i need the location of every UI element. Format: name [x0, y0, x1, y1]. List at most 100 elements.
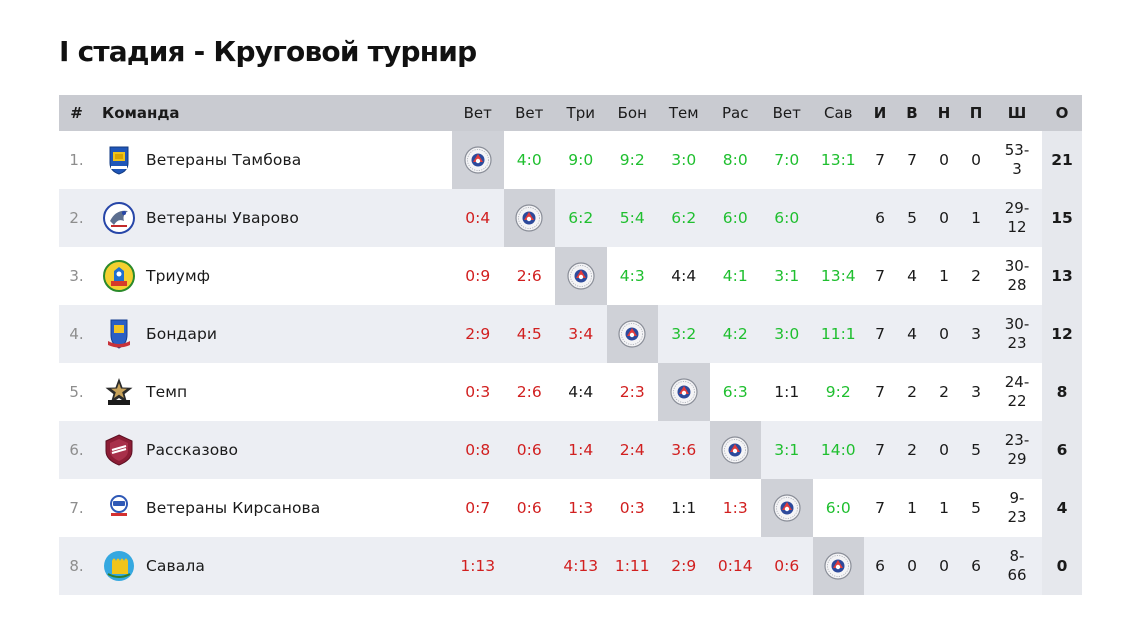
header-opponent[interactable]: Бон — [617, 104, 647, 122]
header-points: О — [1055, 104, 1069, 122]
match-result[interactable]: 2:6 — [516, 383, 542, 401]
team-link[interactable]: Триумф — [102, 259, 452, 293]
table-row: 5. Темп 0:3 2:6 4:4 2:3 6:3 1:1 9:2 7 2 2 3 24- 22 8 — [59, 363, 1082, 421]
match-result[interactable]: 0:3 — [619, 499, 645, 517]
team-cell[interactable]: Ветераны Уварово — [94, 189, 452, 247]
team-link[interactable]: Ветераны Уварово — [102, 201, 452, 235]
match-result[interactable]: 3:4 — [568, 325, 594, 343]
match-result[interactable]: 0:4 — [465, 209, 491, 227]
goals-cell: 30- 23 — [992, 305, 1042, 363]
match-result[interactable]: 0:6 — [516, 441, 542, 459]
header-opponent[interactable]: Вет — [463, 104, 492, 122]
match-result[interactable]: 1:3 — [722, 499, 748, 517]
match-result[interactable] — [813, 189, 865, 247]
team-link[interactable]: Ветераны Тамбова — [102, 143, 452, 177]
match-result[interactable]: 1:4 — [568, 441, 594, 459]
match-result[interactable]: 0:6 — [774, 557, 800, 575]
match-result[interactable]: 0:7 — [465, 499, 491, 517]
match-result[interactable]: 6:0 — [722, 209, 748, 227]
match-result[interactable]: 0:9 — [465, 267, 491, 285]
match-result[interactable]: 1:3 — [568, 499, 594, 517]
team-link[interactable]: Ветераны Кирсанова — [102, 491, 452, 525]
match-result[interactable]: 14:0 — [820, 441, 856, 459]
header-opponent[interactable]: Вет — [515, 104, 544, 122]
match-result[interactable]: 6:2 — [671, 209, 697, 227]
match-result[interactable]: 1:1 — [774, 383, 800, 401]
games-played: 6 — [875, 209, 885, 227]
header-opponent[interactable]: Вет — [772, 104, 801, 122]
match-result[interactable]: 1:13 — [460, 557, 496, 575]
team-name[interactable]: Савала — [146, 557, 205, 575]
header-opponent[interactable]: Сав — [823, 104, 853, 122]
match-result[interactable]: 3:1 — [774, 267, 800, 285]
match-result[interactable]: 4:13 — [563, 557, 599, 575]
team-cell[interactable]: Триумф — [94, 247, 452, 305]
match-result[interactable]: 1:11 — [614, 557, 650, 575]
match-result[interactable]: 2:4 — [619, 441, 645, 459]
match-result[interactable]: 0:14 — [717, 557, 753, 575]
team-name[interactable]: Темп — [146, 383, 188, 401]
match-result[interactable]: 6:0 — [825, 499, 851, 517]
header-opponent[interactable]: Тем — [668, 104, 699, 122]
team-link[interactable]: Бондари — [102, 317, 452, 351]
match-result[interactable]: 4:1 — [722, 267, 748, 285]
team-cell[interactable]: Рассказово — [94, 421, 452, 479]
match-result[interactable]: 11:1 — [820, 325, 856, 343]
match-result[interactable]: 9:0 — [568, 151, 594, 169]
match-result[interactable]: 13:4 — [820, 267, 856, 285]
match-result[interactable]: 4:4 — [671, 267, 697, 285]
match-result[interactable]: 6:3 — [722, 383, 748, 401]
match-result[interactable]: 3:0 — [774, 325, 800, 343]
match-result[interactable]: 4:2 — [722, 325, 748, 343]
match-result[interactable]: 0:6 — [516, 499, 542, 517]
self-match-cell — [658, 363, 710, 421]
match-result[interactable]: 9:2 — [619, 151, 645, 169]
match-result[interactable]: 3:6 — [671, 441, 697, 459]
team-name[interactable]: Бондари — [146, 325, 218, 343]
match-result[interactable]: 7:0 — [774, 151, 800, 169]
team-name[interactable]: Ветераны Кирсанова — [146, 499, 321, 517]
match-result[interactable]: 0:3 — [465, 383, 491, 401]
match-result[interactable] — [504, 537, 556, 595]
header-team[interactable]: Команда — [102, 104, 180, 122]
goals-for: 53- — [1004, 141, 1030, 159]
match-result[interactable]: 1:1 — [671, 499, 697, 517]
wins-count: 2 — [907, 441, 917, 459]
match-result[interactable]: 6:0 — [774, 209, 800, 227]
match-result[interactable]: 4:0 — [516, 151, 542, 169]
match-result[interactable]: 5:4 — [619, 209, 645, 227]
match-result[interactable]: 2:9 — [465, 325, 491, 343]
position-number: 5. — [69, 383, 84, 401]
team-link[interactable]: Савала — [102, 549, 452, 583]
team-cell[interactable]: Темп — [94, 363, 452, 421]
match-result[interactable]: 4:3 — [619, 267, 645, 285]
team-cell[interactable]: Ветераны Тамбова — [94, 131, 452, 189]
team-link[interactable]: Рассказово — [102, 433, 452, 467]
team-cell[interactable]: Бондари — [94, 305, 452, 363]
match-result[interactable]: 3:0 — [671, 151, 697, 169]
team-name[interactable]: Ветераны Уварово — [146, 209, 299, 227]
league-badge-icon — [823, 551, 853, 581]
header-opponent[interactable]: Три — [566, 104, 595, 122]
tambov-crest-icon — [102, 143, 136, 177]
match-result[interactable]: 4:5 — [516, 325, 542, 343]
team-cell[interactable]: Ветераны Кирсанова — [94, 479, 452, 537]
match-result[interactable]: 2:3 — [619, 383, 645, 401]
match-result[interactable]: 6:2 — [568, 209, 594, 227]
header-opponent[interactable]: Рас — [722, 104, 749, 122]
match-result[interactable]: 13:1 — [820, 151, 856, 169]
team-name[interactable]: Триумф — [146, 267, 211, 285]
team-cell[interactable]: Савала — [94, 537, 452, 595]
match-result[interactable]: 8:0 — [722, 151, 748, 169]
match-result[interactable]: 2:6 — [516, 267, 542, 285]
match-result[interactable]: 3:2 — [671, 325, 697, 343]
match-result[interactable]: 9:2 — [825, 383, 851, 401]
team-link[interactable]: Темп — [102, 375, 452, 409]
team-name[interactable]: Ветераны Тамбова — [146, 151, 302, 169]
team-name[interactable]: Рассказово — [146, 441, 239, 459]
match-result[interactable]: 2:9 — [671, 557, 697, 575]
table-row: 8. Савала 1:13 4:13 1:11 2:9 0:14 0:6 6 0 0 6 8- 66 0 — [59, 537, 1082, 595]
match-result[interactable]: 3:1 — [774, 441, 800, 459]
match-result[interactable]: 0:8 — [465, 441, 491, 459]
match-result[interactable]: 4:4 — [568, 383, 594, 401]
